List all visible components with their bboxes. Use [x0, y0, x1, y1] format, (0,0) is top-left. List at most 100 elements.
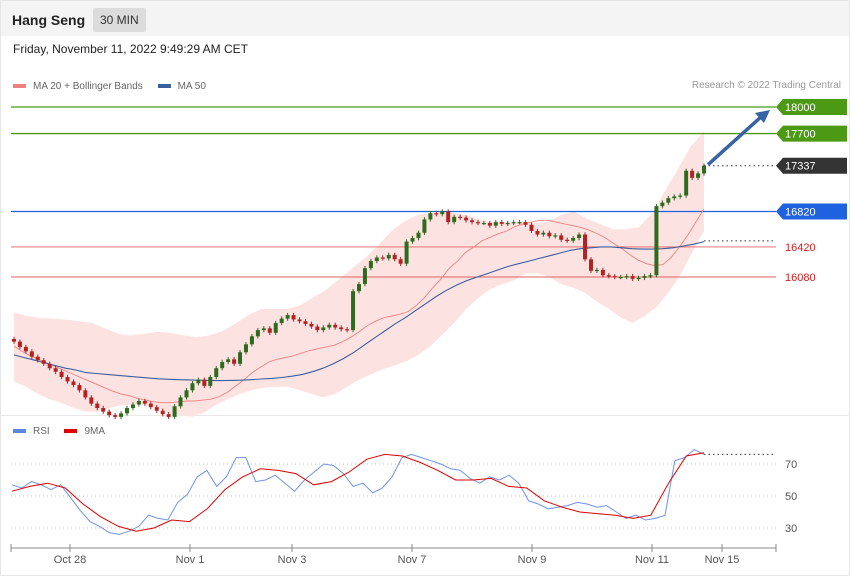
candle-body [190, 383, 195, 391]
candle-body [404, 241, 409, 264]
candle-body [339, 327, 344, 330]
rsi-ma-line [11, 452, 705, 532]
rsi-legend: RSI 9MA [13, 425, 117, 437]
candle-body [178, 397, 183, 407]
candle-body [267, 328, 272, 333]
candle-body [357, 284, 361, 292]
candle-body [23, 346, 28, 352]
candle-body [660, 202, 665, 207]
candle-body [452, 216, 457, 223]
candle-body [612, 276, 617, 278]
candle-body [243, 344, 248, 353]
candle-body [386, 254, 391, 259]
candle-body [47, 363, 52, 369]
candle-body [600, 269, 605, 276]
ma50-line [13, 241, 705, 382]
candle-body [434, 213, 439, 215]
candle-body [29, 351, 34, 357]
candle-body [511, 222, 516, 224]
legend-swatch-ma20 [13, 84, 26, 88]
x-tick-label-nov-11: Nov 11 [635, 554, 669, 566]
candle-body [470, 220, 475, 223]
candle-body [303, 321, 308, 324]
x-tick-label-nov-7: Nov 7 [398, 554, 427, 566]
candle-body [594, 269, 599, 272]
candle-body [232, 359, 237, 364]
candle-body [464, 217, 469, 221]
candle-body [487, 222, 492, 226]
level-tag-bg-16820 [776, 203, 847, 220]
candle-body [422, 219, 427, 233]
level-tag-bg-17700 [776, 125, 847, 142]
candle-body [136, 400, 141, 405]
chart-title: Hang Seng [12, 12, 86, 28]
candle-body [398, 259, 403, 264]
candle-body [678, 195, 683, 197]
candle-body [535, 230, 540, 235]
candle-body [666, 198, 671, 203]
candle-body [226, 359, 231, 362]
candle-body [493, 222, 498, 226]
candle-body [428, 213, 433, 220]
legend-swatch-rsi [13, 429, 26, 433]
candle-body [202, 379, 207, 386]
candle-body [547, 232, 552, 237]
candle-body [255, 330, 260, 337]
candle-body [35, 356, 40, 361]
candle-body [142, 400, 147, 404]
timeframe-badge[interactable]: 30 MIN [93, 8, 146, 32]
panel-separator [1, 415, 849, 416]
datetime-label: Friday, November 11, 2022 9:49:29 AM CET [13, 42, 249, 56]
candle-body [517, 222, 522, 224]
candle-body [107, 411, 112, 416]
candle-body [172, 406, 177, 417]
candle-body [208, 377, 213, 386]
candle-body [321, 327, 326, 331]
legend-swatch-9ma [64, 429, 78, 433]
projection-arrow-shaft [706, 114, 764, 167]
candle-body [345, 329, 350, 331]
legend-item-9ma: 9MA [64, 426, 105, 437]
candle-body [577, 234, 582, 239]
candle-body [130, 404, 135, 409]
candle-body [648, 275, 653, 277]
candle-body [618, 277, 623, 279]
candle-body [196, 379, 201, 384]
x-tick-label-nov-3: Nov 3 [278, 554, 307, 566]
candle-body [309, 323, 314, 327]
candle-body [654, 206, 659, 276]
candle-body [505, 222, 510, 225]
x-tick-label-nov-1: Nov 1 [176, 554, 205, 566]
last-price-tag-bg [776, 157, 847, 174]
candle-body [59, 371, 64, 378]
candle-body [53, 368, 58, 372]
candle-body [17, 341, 22, 347]
last-price-tag: 17337 [785, 161, 816, 173]
candle-body [351, 291, 356, 331]
candle-body [446, 211, 451, 223]
candle-body [166, 414, 171, 417]
candle-body [690, 170, 695, 178]
candle-body [291, 315, 296, 320]
candle-body [636, 277, 641, 280]
candle-body [410, 238, 415, 242]
candle-body [523, 222, 528, 225]
x-tick-label-nov-9: Nov 9 [518, 554, 547, 566]
candle-body [154, 407, 159, 411]
legend-item-ma50: MA 50 [157, 81, 206, 92]
candle-body [702, 165, 706, 174]
credit-label: Research © 2022 Trading Central [691, 80, 841, 91]
legend-item-rsi: RSI [13, 426, 50, 437]
level-tag-bg-18000 [776, 99, 847, 115]
level-tag-16420: 16420 [785, 242, 816, 254]
candle-body [380, 257, 385, 259]
candle-body [362, 268, 367, 285]
candle-body [125, 408, 130, 414]
candle-body [583, 234, 588, 260]
level-tag-16080: 16080 [785, 272, 816, 284]
candle-body [440, 211, 445, 215]
ma20-line [13, 208, 705, 404]
candle-body [559, 235, 564, 240]
legend-label-ma20: MA 20 + Bollinger Bands [33, 80, 143, 92]
x-tick-label-oct-28: Oct 28 [54, 554, 86, 566]
